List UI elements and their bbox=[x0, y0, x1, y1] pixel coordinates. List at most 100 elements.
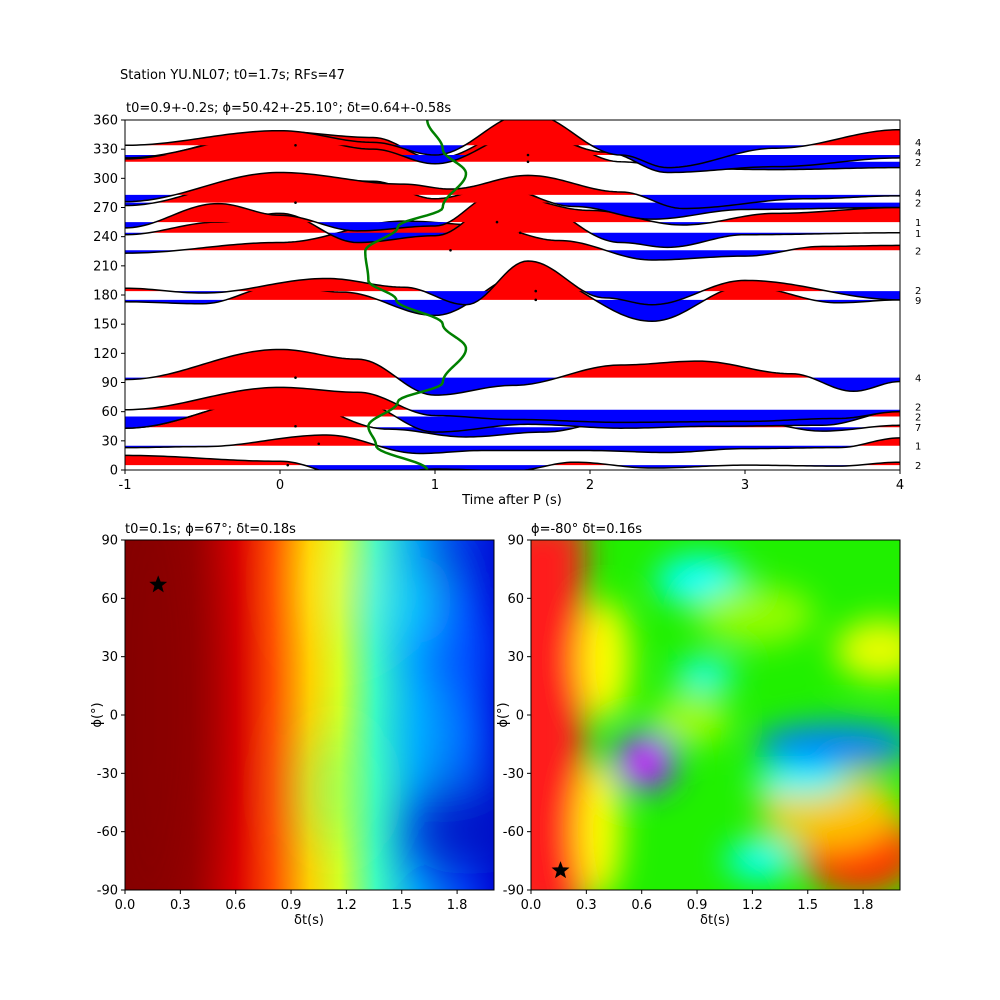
x-tick-label: 0.9 bbox=[281, 898, 302, 913]
wiggle-panel-axes: -1 0 1 2 3 4030609012015018021024027030033036… bbox=[93, 114, 904, 494]
y-tick-label: 0 bbox=[110, 464, 118, 479]
trace-count-label: 9 bbox=[915, 296, 921, 307]
x-tick-label: 0.3 bbox=[170, 898, 191, 913]
trace-count-label: 4 bbox=[915, 148, 921, 159]
x-tick-label: 0.3 bbox=[576, 898, 597, 913]
trace-count-label: 1 bbox=[915, 229, 921, 240]
x-tick-label: 1.8 bbox=[447, 898, 468, 913]
best-fit-star-marker bbox=[551, 861, 570, 879]
trace-count-label: 2 bbox=[915, 461, 921, 472]
x-tick-label: 1.5 bbox=[797, 898, 818, 913]
rf-negative-fill bbox=[125, 445, 900, 454]
rf-trace bbox=[125, 120, 900, 169]
rf-negative-fill bbox=[125, 232, 900, 248]
trace-count-label: 2 bbox=[915, 246, 921, 257]
peak-marker bbox=[317, 442, 321, 446]
energy-grid-left-x-label: δt(s) bbox=[294, 913, 324, 928]
rf-trace-line bbox=[125, 348, 900, 396]
x-tick-label: 0.6 bbox=[225, 898, 246, 913]
y-tick-label: 0 bbox=[110, 709, 118, 724]
wiggle-x-axis-label: Time after P (s) bbox=[461, 493, 562, 508]
energy-grid-right-y-label: ϕ(°) bbox=[496, 702, 511, 727]
energy-grid-left-y-label: ϕ(°) bbox=[90, 702, 105, 727]
rf-positive-fill bbox=[125, 120, 900, 146]
rf-positive-fill bbox=[125, 349, 900, 378]
trace-count-label: 7 bbox=[915, 423, 921, 434]
peak-marker bbox=[449, 248, 452, 252]
best-fit-star-right bbox=[551, 861, 570, 879]
energy-grid-right-title: ϕ=-80° δt=0.16s bbox=[531, 522, 642, 537]
y-tick-label: 180 bbox=[93, 289, 118, 304]
peak-marker bbox=[526, 160, 530, 164]
rf-negative-fill bbox=[125, 194, 900, 209]
peak-marker bbox=[495, 220, 499, 224]
y-tick-label: -60 bbox=[97, 825, 118, 840]
best-fit-star-marker bbox=[149, 575, 168, 593]
x-tick-label: 0.6 bbox=[631, 898, 652, 913]
x-tick-label: 1.8 bbox=[853, 898, 874, 913]
y-tick-label: 330 bbox=[93, 143, 118, 158]
wiggle-plot-area bbox=[125, 120, 900, 470]
peak-marker bbox=[294, 424, 297, 428]
figure-suptitle: Station YU.NL07; t0=1.7s; RFs=47 bbox=[120, 68, 345, 83]
rf-trace bbox=[125, 386, 900, 424]
rf-trace bbox=[125, 260, 900, 306]
rf-trace-line bbox=[125, 120, 900, 169]
rf-negative-fill bbox=[125, 299, 900, 322]
rf-trace-line bbox=[125, 386, 900, 424]
rf-positive-fill bbox=[125, 260, 900, 292]
rf-positive-fill bbox=[125, 193, 900, 223]
x-tick-label: 0.9 bbox=[687, 898, 708, 913]
rf-trace bbox=[125, 348, 900, 396]
x-tick-label: -1 bbox=[119, 478, 132, 493]
x-tick-label: 4 bbox=[896, 478, 904, 493]
rf-trace-line bbox=[125, 171, 900, 210]
rf-negative-fill bbox=[125, 377, 900, 396]
peak-marker bbox=[286, 463, 290, 467]
rf-negative-fill bbox=[125, 250, 900, 260]
x-tick-label: 1 bbox=[431, 478, 439, 493]
rf-trace-line bbox=[125, 454, 900, 470]
x-tick-label: 0.0 bbox=[521, 898, 542, 913]
rf-negative-fill bbox=[125, 409, 900, 423]
peak-marker bbox=[294, 201, 297, 204]
rf-trace bbox=[125, 171, 900, 210]
rf-trace-line bbox=[125, 434, 900, 455]
y-tick-label: 240 bbox=[93, 230, 118, 245]
y-tick-label: 60 bbox=[507, 592, 524, 607]
rf-positive-fill bbox=[125, 455, 900, 466]
wiggle-panel-title: t0=0.9+-0.2s; ϕ=50.42+-25.10°; δt=0.64+-… bbox=[126, 101, 451, 116]
y-tick-label: 60 bbox=[101, 592, 118, 607]
best-fit-star-left bbox=[149, 575, 168, 593]
peak-marker bbox=[534, 289, 538, 293]
y-tick-label: 0 bbox=[516, 709, 524, 724]
rf-negative-fill bbox=[125, 465, 900, 470]
rf-positive-fill bbox=[125, 172, 900, 195]
rf-trace-line bbox=[125, 260, 900, 306]
y-tick-label: 30 bbox=[101, 650, 118, 665]
trace-count-label: 2 bbox=[915, 403, 921, 414]
fit-model-curve bbox=[364, 120, 468, 470]
rf-positive-fill bbox=[125, 387, 900, 410]
rf-positive-fill bbox=[125, 221, 900, 251]
wiggle-panel: t0=0.9+-0.2s; ϕ=50.42+-25.10°; δt=0.64+-… bbox=[93, 101, 921, 508]
x-tick-label: 1.2 bbox=[742, 898, 763, 913]
trace-count-label: 4 bbox=[915, 138, 921, 149]
y-tick-label: -30 bbox=[97, 767, 118, 782]
y-tick-label: 270 bbox=[93, 201, 118, 216]
y-tick-label: 300 bbox=[93, 172, 118, 187]
y-tick-label: 90 bbox=[101, 534, 118, 549]
y-tick-label: 90 bbox=[507, 534, 524, 549]
peak-marker bbox=[294, 143, 297, 147]
x-tick-label: 1.5 bbox=[391, 898, 412, 913]
peak-marker bbox=[534, 298, 538, 302]
trace-count-label: 1 bbox=[915, 442, 921, 453]
x-tick-label: 2 bbox=[586, 478, 594, 493]
x-tick-label: 1.2 bbox=[336, 898, 357, 913]
y-tick-label: -90 bbox=[503, 884, 524, 899]
y-tick-label: 30 bbox=[101, 434, 118, 449]
y-tick-label: 360 bbox=[93, 114, 118, 129]
trace-count-label: 1 bbox=[915, 218, 921, 229]
peak-marker bbox=[294, 376, 297, 379]
